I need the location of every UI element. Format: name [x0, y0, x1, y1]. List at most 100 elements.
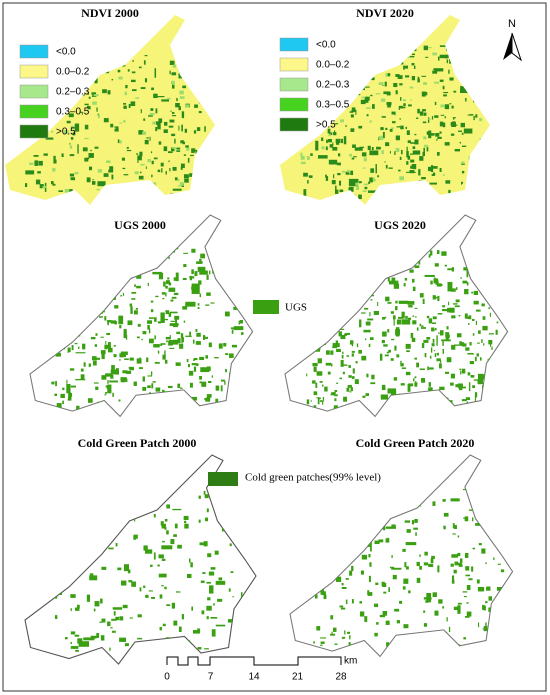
patch [188, 53, 192, 57]
patch [413, 187, 417, 190]
patch [150, 564, 153, 567]
patch [77, 537, 83, 541]
patch [452, 533, 456, 535]
patch [100, 635, 105, 641]
patch [53, 159, 57, 164]
patch [483, 508, 487, 511]
patch [215, 398, 219, 402]
patch [62, 307, 67, 312]
patch [231, 491, 237, 497]
patch [401, 46, 405, 50]
patch [423, 45, 429, 51]
patch [114, 530, 120, 533]
patch [422, 298, 425, 304]
patch [388, 349, 391, 353]
patch [333, 627, 337, 632]
patch [133, 647, 138, 653]
patch [206, 292, 211, 296]
patch [448, 48, 453, 51]
patch [415, 380, 417, 383]
patch [390, 311, 395, 314]
patch [134, 258, 138, 263]
patch [168, 287, 176, 292]
patch [478, 330, 481, 334]
patch [327, 506, 332, 510]
patch [115, 189, 120, 192]
patch [161, 545, 173, 550]
patch [429, 182, 438, 185]
patch [230, 528, 234, 532]
patch [335, 265, 339, 276]
patch [205, 397, 211, 400]
patch [349, 153, 352, 157]
patch [440, 114, 445, 116]
patch [442, 341, 444, 346]
patch [123, 329, 127, 339]
patch [89, 575, 98, 581]
patch [403, 187, 410, 192]
patch [496, 537, 499, 541]
patch [463, 267, 469, 271]
patch [327, 525, 332, 528]
patch [409, 55, 415, 58]
patch [179, 182, 184, 186]
patch [73, 302, 76, 308]
patch [366, 373, 369, 378]
patch [74, 634, 80, 637]
patch [439, 121, 444, 127]
patch [423, 623, 428, 627]
patch [70, 555, 75, 558]
patch [100, 598, 103, 604]
patch [437, 313, 443, 315]
patch [175, 102, 180, 108]
patch [334, 189, 339, 194]
patch [457, 605, 461, 614]
patch [385, 142, 390, 147]
patch [391, 256, 397, 259]
patch [112, 275, 117, 280]
patch [161, 523, 166, 529]
patch [131, 581, 136, 587]
patch [345, 332, 351, 335]
patch [466, 69, 472, 73]
patch [351, 107, 356, 113]
patch [206, 508, 209, 513]
patch [436, 352, 439, 356]
patch [172, 188, 182, 191]
patch [321, 530, 323, 532]
patch [356, 303, 360, 309]
patch [330, 615, 334, 620]
patch [152, 381, 156, 383]
patch [51, 381, 55, 385]
patch [413, 65, 416, 69]
patch [59, 550, 66, 554]
patch [388, 167, 393, 169]
patch [96, 633, 100, 638]
patch [327, 128, 331, 134]
patch [145, 594, 149, 598]
patch [157, 169, 161, 173]
patch [63, 561, 69, 566]
patch [79, 111, 84, 113]
patch [340, 334, 346, 340]
patch [314, 594, 318, 599]
patch [192, 630, 200, 634]
legend-label: 0.0–0.2 [316, 60, 350, 71]
patch [233, 519, 237, 524]
patch [475, 309, 481, 312]
patch [201, 610, 205, 615]
patch [80, 374, 85, 380]
patch [488, 339, 493, 345]
patch [183, 402, 189, 406]
patch [132, 60, 134, 62]
patch [466, 282, 469, 286]
patch [321, 591, 326, 596]
patch [191, 286, 193, 290]
patch [454, 148, 460, 152]
patch [463, 82, 467, 86]
patch [442, 348, 445, 354]
patch [453, 606, 459, 611]
patch [461, 343, 467, 347]
patch [436, 392, 440, 402]
patch [386, 50, 390, 54]
